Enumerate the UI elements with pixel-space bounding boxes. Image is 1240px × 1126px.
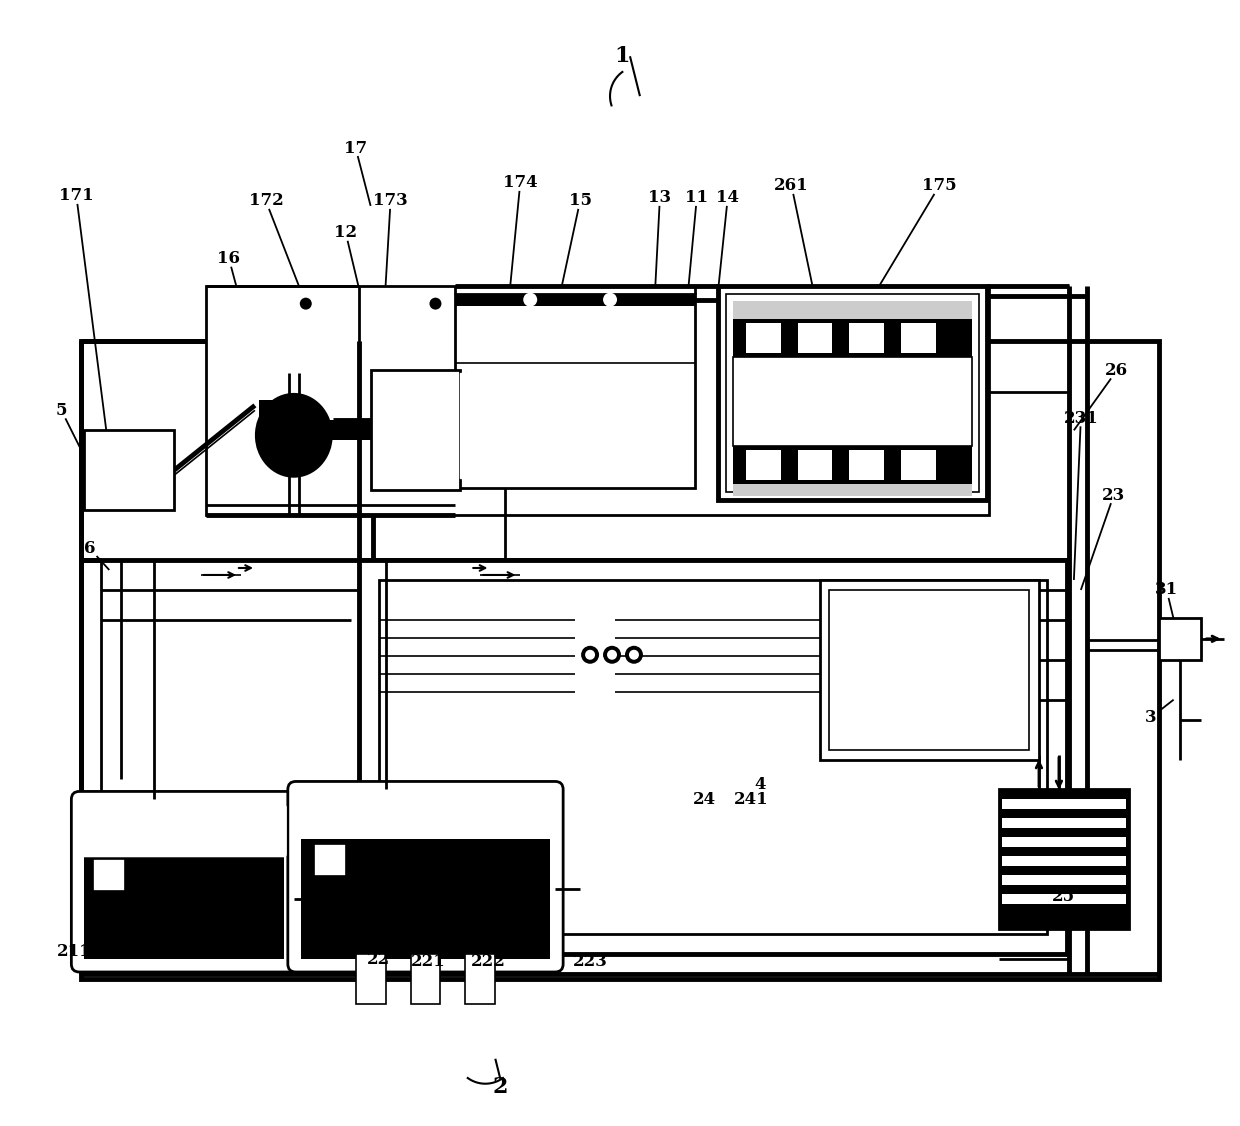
Bar — [718, 286, 987, 500]
Circle shape — [429, 297, 441, 310]
Bar — [797, 450, 832, 480]
Bar — [378, 580, 1047, 935]
FancyBboxPatch shape — [82, 804, 286, 857]
Bar — [733, 319, 972, 357]
Text: 11: 11 — [686, 189, 708, 206]
Bar — [830, 590, 1029, 750]
Circle shape — [603, 293, 618, 306]
Bar — [733, 484, 972, 497]
Bar — [84, 430, 174, 510]
Text: 21: 21 — [182, 933, 206, 950]
Text: 221: 221 — [412, 953, 446, 969]
Text: 231: 231 — [1064, 410, 1099, 427]
Circle shape — [603, 646, 621, 663]
Bar — [1002, 875, 1126, 885]
Bar — [733, 357, 972, 446]
Text: 17: 17 — [343, 140, 367, 157]
Bar — [1002, 819, 1126, 829]
Circle shape — [300, 297, 311, 310]
Bar — [358, 560, 1066, 954]
Polygon shape — [460, 374, 536, 479]
Text: 15: 15 — [569, 193, 591, 209]
Text: 1: 1 — [614, 45, 630, 68]
Circle shape — [582, 646, 599, 663]
Text: 173: 173 — [373, 193, 408, 209]
Circle shape — [523, 293, 537, 306]
Bar — [849, 450, 884, 480]
Bar — [82, 340, 1158, 978]
Bar — [1002, 856, 1126, 866]
Text: 5: 5 — [56, 402, 67, 419]
Text: 261: 261 — [774, 178, 808, 195]
Text: 25: 25 — [1053, 887, 1075, 904]
Bar — [455, 294, 694, 305]
Text: 174: 174 — [503, 175, 538, 191]
Bar — [901, 450, 936, 480]
Text: 172: 172 — [248, 193, 283, 209]
Bar — [745, 322, 781, 352]
Text: 212: 212 — [182, 942, 217, 959]
Bar — [849, 322, 884, 352]
Bar — [1002, 894, 1126, 904]
Bar — [259, 401, 294, 420]
Ellipse shape — [255, 393, 332, 477]
FancyBboxPatch shape — [288, 781, 563, 972]
Text: 211: 211 — [57, 942, 92, 959]
Bar — [1158, 618, 1200, 660]
Bar — [797, 322, 832, 352]
Text: 222: 222 — [471, 953, 506, 969]
Bar — [84, 855, 284, 959]
Bar — [304, 420, 383, 440]
Bar — [999, 789, 1128, 929]
Text: 3: 3 — [1145, 709, 1157, 726]
Text: 175: 175 — [921, 178, 956, 195]
Circle shape — [629, 650, 639, 660]
Bar — [999, 789, 1128, 929]
Text: 23: 23 — [1102, 486, 1126, 503]
Text: 2: 2 — [492, 1075, 508, 1098]
Bar — [1002, 838, 1126, 847]
Text: 24: 24 — [693, 790, 717, 808]
Bar — [725, 294, 980, 492]
Text: 16: 16 — [217, 250, 241, 267]
Bar — [820, 580, 1039, 760]
Bar — [84, 807, 284, 855]
Bar — [410, 954, 440, 1004]
Bar — [733, 446, 972, 484]
Text: 22: 22 — [367, 950, 391, 967]
Bar — [901, 322, 936, 352]
Circle shape — [585, 650, 595, 660]
Circle shape — [608, 650, 618, 660]
Bar — [93, 859, 125, 891]
Bar — [455, 294, 694, 489]
Bar — [356, 954, 386, 1004]
Bar — [371, 370, 460, 490]
Bar — [301, 839, 551, 959]
Text: 171: 171 — [60, 187, 94, 205]
Bar — [206, 286, 990, 515]
Circle shape — [625, 646, 644, 663]
Bar — [1002, 799, 1126, 810]
Text: 31: 31 — [1156, 581, 1178, 598]
Bar — [733, 301, 972, 319]
Bar — [314, 844, 346, 876]
Text: 12: 12 — [334, 224, 357, 241]
Text: 223: 223 — [573, 953, 608, 969]
Text: 6: 6 — [83, 539, 95, 556]
Text: 13: 13 — [649, 189, 672, 206]
Text: 4: 4 — [754, 776, 765, 793]
FancyBboxPatch shape — [72, 792, 301, 972]
Bar — [465, 954, 495, 1004]
Bar — [745, 450, 781, 480]
Text: 14: 14 — [717, 189, 739, 206]
Text: 26: 26 — [1105, 361, 1128, 379]
Bar — [301, 797, 551, 839]
Text: 241: 241 — [734, 790, 769, 808]
